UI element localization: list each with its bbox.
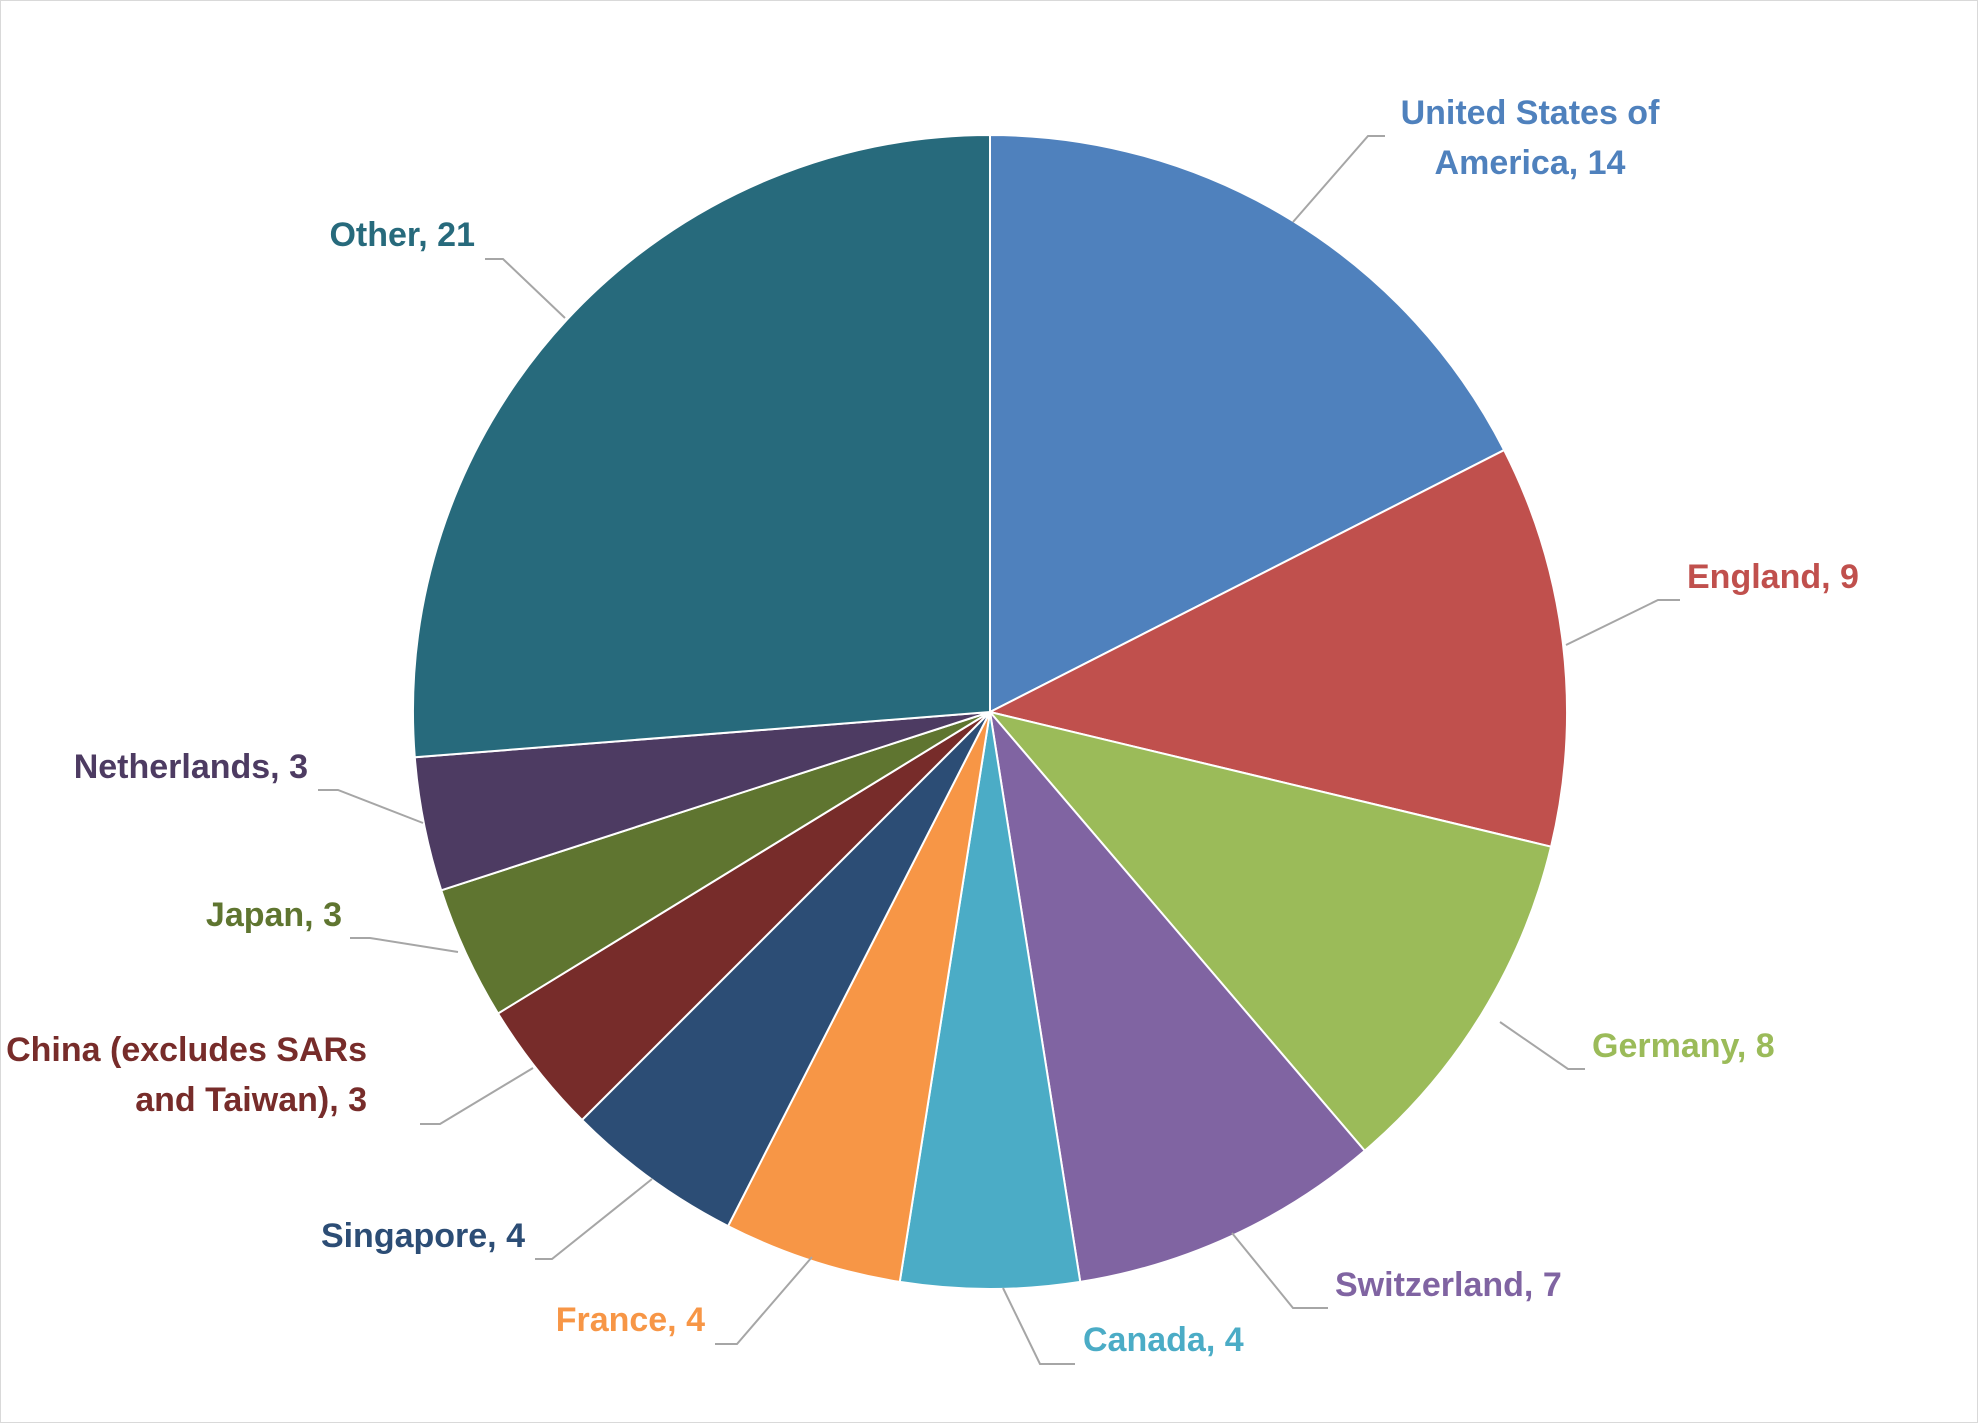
pie-slice-england [987, 448, 1569, 848]
leader-line-singapore [535, 1178, 653, 1260]
data-label-line: Singapore, 4 [321, 1217, 525, 1255]
pie-slice-canada [898, 711, 1082, 1291]
leader-line-france [715, 1256, 813, 1345]
data-label-line: Other, 21 [329, 216, 475, 254]
leader-line-japan [350, 937, 459, 953]
data-label-germany: Germany, 8 [1592, 1027, 1775, 1065]
leader-line-china-excludes-sars-and-taiwan [420, 1067, 534, 1125]
data-label-line: Switzerland, 7 [1335, 1266, 1562, 1304]
pie-slice-france [726, 711, 991, 1284]
data-label-line: Canada, 4 [1083, 1321, 1244, 1359]
pie-slice-germany [987, 710, 1553, 1153]
data-label-line: England, 9 [1687, 558, 1859, 596]
pie-slice-switzerland [988, 708, 1367, 1284]
leader-line-canada [1002, 1287, 1075, 1365]
leader-line-other [485, 258, 566, 319]
data-label-line: France, 4 [556, 1301, 705, 1339]
leader-line-switzerland [1231, 1232, 1328, 1309]
data-label-canada: Canada, 4 [1083, 1321, 1244, 1359]
data-label-singapore: Singapore, 4 [321, 1217, 525, 1255]
data-label-united-states-of-america: United States of America, 14 [1401, 94, 1660, 182]
pie-slice-united-states-of-america [989, 133, 1506, 714]
data-label-france: France, 4 [556, 1301, 705, 1339]
data-label-switzerland: Switzerland, 7 [1335, 1266, 1562, 1304]
leader-line-england [1565, 599, 1680, 646]
data-label-line: and Taiwan), 3 [135, 1081, 367, 1119]
leader-line-united-states-of-america [1292, 135, 1385, 223]
data-label-line: China (excludes SARs [6, 1031, 367, 1069]
data-label-netherlands: Netherlands, 3 [74, 748, 308, 786]
leader-lines [318, 135, 1680, 1365]
data-label-line: United States of [1401, 94, 1660, 132]
pie-slices [412, 133, 1569, 1291]
leader-line-netherlands [318, 789, 424, 824]
data-label-line: Netherlands, 3 [74, 748, 308, 786]
data-label-japan: Japan, 3 [206, 896, 342, 934]
data-label-england: England, 9 [1687, 558, 1859, 596]
data-label-line: Germany, 8 [1592, 1027, 1775, 1065]
data-label-line: Japan, 3 [206, 896, 342, 934]
data-label-china-excludes-sars-and-taiwan: China (excludes SARs and Taiwan), 3 [6, 1031, 367, 1119]
pie-slice-other [412, 133, 991, 759]
data-labels: United States of America, 14 England, 9 Ger… [6, 94, 1859, 1359]
data-label-other: Other, 21 [329, 216, 475, 254]
data-label-line: America, 14 [1435, 144, 1626, 182]
leader-line-germany [1499, 1021, 1585, 1070]
